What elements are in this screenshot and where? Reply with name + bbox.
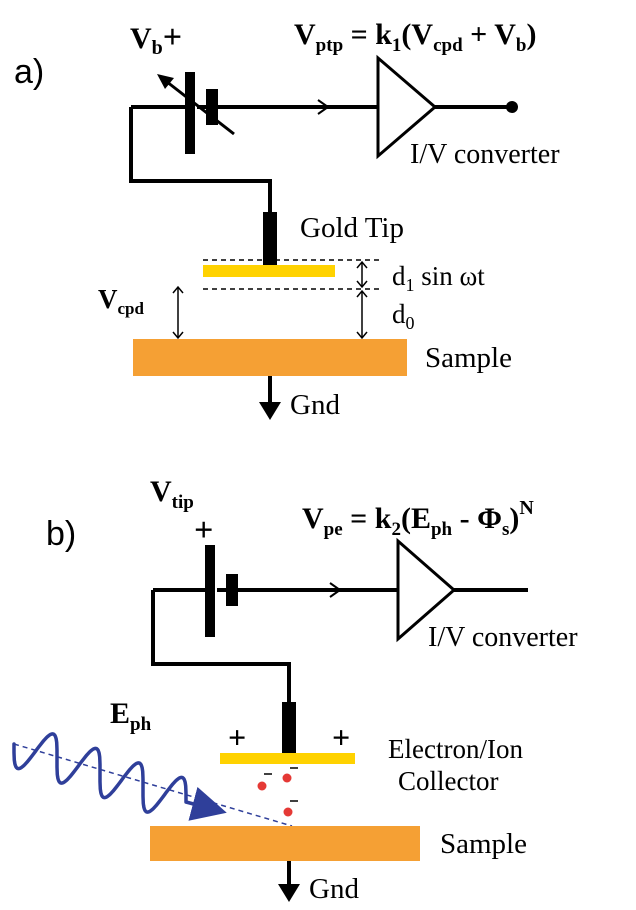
current-direction-arrow bbox=[317, 99, 330, 115]
d1-arrow-top bbox=[356, 260, 368, 269]
battery-b-long-plate bbox=[205, 545, 215, 637]
ground-b-label: Gnd bbox=[309, 873, 359, 905]
iv-converter-triangle-b bbox=[396, 537, 457, 643]
vcpd-arrow-top bbox=[172, 285, 184, 294]
photoelectron-2 bbox=[282, 773, 292, 783]
iv-converter-label: I/V converter bbox=[410, 139, 560, 170]
battery-b-short-plate bbox=[226, 574, 238, 606]
photon-wave bbox=[12, 732, 188, 814]
bias-voltage-label: Vb+ bbox=[130, 19, 182, 59]
photoelectron-3 bbox=[283, 807, 293, 817]
photoelectron-1 bbox=[257, 781, 267, 791]
sample-a bbox=[133, 339, 407, 376]
collector-label-line1: Electron/Ion bbox=[388, 734, 523, 764]
ground-arrow-a bbox=[259, 402, 281, 420]
gap-label: d0 bbox=[392, 299, 415, 333]
collector-label-line2: Collector bbox=[398, 766, 498, 796]
vcpd-arrow-bottom bbox=[172, 331, 184, 340]
tip-voltage-sign: + bbox=[194, 512, 213, 549]
panel-a: a) Vb+ Vptp = k1(Vcpd + Vb) I/V converte… bbox=[14, 18, 560, 421]
sample-b-label: Sample bbox=[440, 828, 527, 860]
collector-stem bbox=[282, 702, 296, 756]
collector-plus-right: + bbox=[332, 719, 350, 755]
output-terminal bbox=[506, 101, 518, 113]
panel-b: b) Vtip + Vpe = k2(Eph - Φs)N I/V conver… bbox=[12, 475, 578, 905]
iv-converter-b-label: I/V converter bbox=[428, 622, 578, 653]
collector-plate bbox=[220, 753, 355, 764]
gold-tip-stem bbox=[263, 212, 277, 270]
iv-converter-triangle bbox=[376, 54, 438, 160]
panel-b-label: b) bbox=[46, 515, 76, 553]
oscillation-label: d1 sin ωt bbox=[392, 261, 485, 295]
d0-arrow-bottom bbox=[356, 331, 368, 340]
panel-a-label: a) bbox=[14, 53, 44, 91]
battery-long-plate bbox=[185, 72, 195, 154]
photon-path bbox=[13, 743, 293, 827]
sample-a-label: Sample bbox=[425, 342, 512, 374]
gold-tip-label: Gold Tip bbox=[300, 212, 404, 244]
sample-b bbox=[150, 826, 420, 861]
ground-arrow-b bbox=[278, 884, 300, 902]
ground-a-label: Gnd bbox=[290, 389, 340, 421]
photoemission-equation: Vpe = k2(Eph - Φs)N bbox=[302, 497, 534, 540]
photon-arrow bbox=[185, 786, 227, 821]
photon-energy-label: Eph bbox=[110, 697, 152, 735]
current-direction-arrow-b bbox=[329, 582, 342, 598]
d0-arrow-top bbox=[356, 289, 368, 298]
vcpd-label: Vcpd bbox=[98, 284, 145, 318]
variable-arrow-head bbox=[157, 74, 174, 89]
collector-wire bbox=[151, 590, 291, 704]
variable-arrow-line bbox=[161, 76, 235, 136]
d1-arrow-bottom bbox=[356, 280, 368, 289]
kelvin-equation: Vptp = k1(Vcpd + Vb) bbox=[294, 18, 536, 56]
tip-wire bbox=[129, 107, 272, 214]
tip-voltage-label: Vtip bbox=[150, 475, 194, 513]
collector-plus-left: + bbox=[228, 719, 246, 755]
tip-plate bbox=[203, 265, 335, 277]
